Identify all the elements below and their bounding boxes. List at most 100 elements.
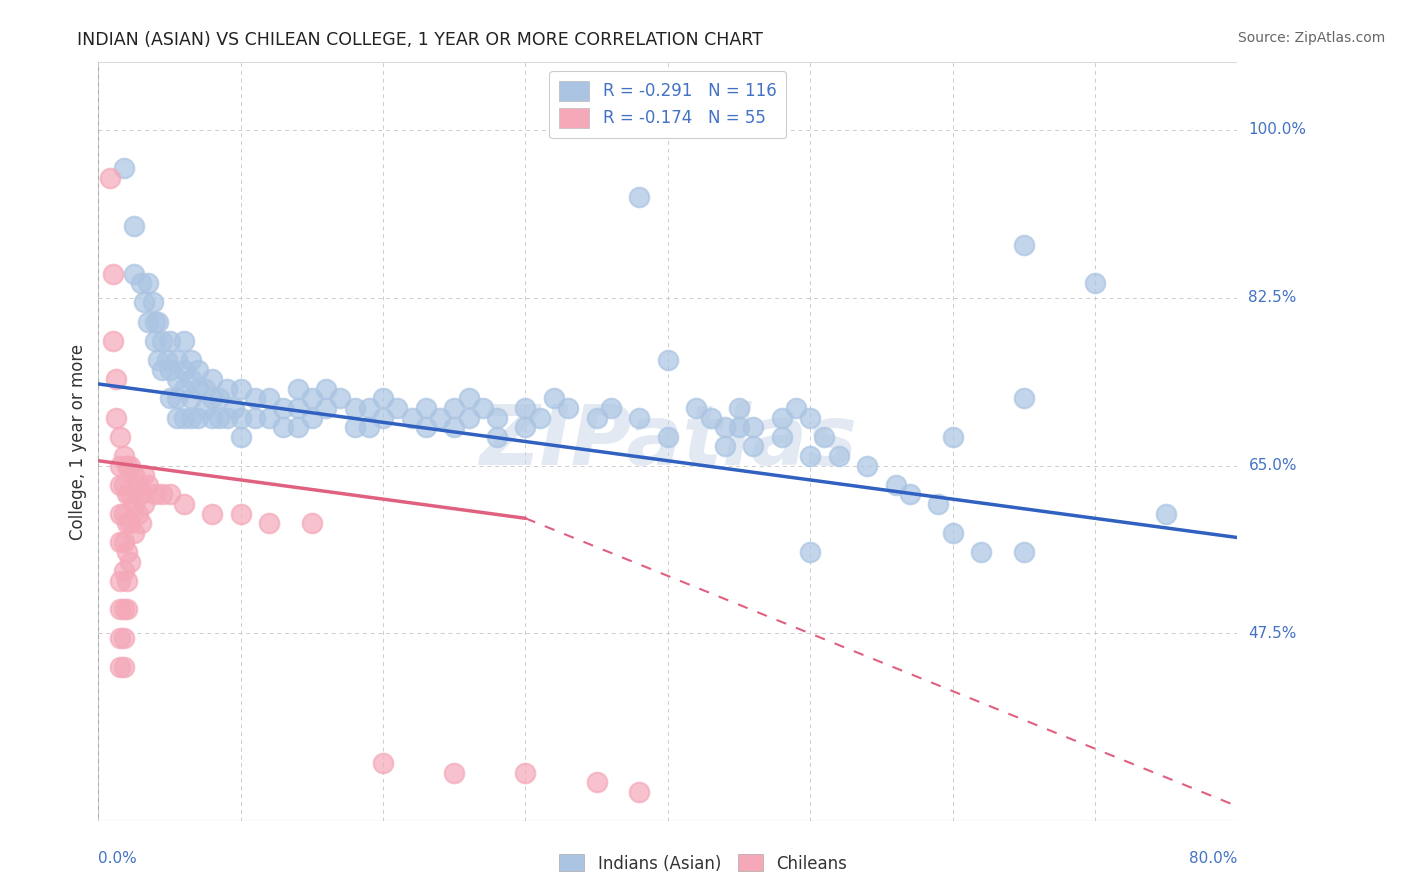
Point	[373, 410, 395, 425]
Point	[343, 420, 366, 434]
Point	[315, 382, 337, 396]
Point	[159, 362, 181, 376]
Point	[1012, 545, 1035, 559]
Point	[714, 439, 737, 453]
Point	[287, 382, 309, 396]
Point	[180, 372, 202, 386]
Point	[401, 410, 423, 425]
Point	[98, 170, 121, 185]
Point	[728, 420, 751, 434]
Point	[145, 487, 167, 501]
Point	[259, 410, 281, 425]
Point	[141, 295, 163, 310]
Legend: Indians (Asian), Chileans: Indians (Asian), Chileans	[553, 847, 853, 880]
Point	[104, 372, 127, 386]
Point	[122, 219, 145, 233]
Point	[770, 410, 793, 425]
Legend: R = -0.291   N = 116, R = -0.174   N = 55: R = -0.291 N = 116, R = -0.174 N = 55	[550, 70, 786, 138]
Point	[122, 468, 145, 483]
Point	[108, 477, 131, 491]
Point	[884, 477, 907, 491]
Point	[136, 477, 159, 491]
Point	[457, 410, 479, 425]
Point	[1012, 392, 1035, 406]
Point	[108, 632, 131, 646]
Point	[657, 430, 679, 444]
Point	[208, 410, 231, 425]
Point	[112, 564, 135, 578]
Point	[585, 775, 607, 789]
Point	[122, 497, 145, 511]
Text: 65.0%: 65.0%	[1249, 458, 1296, 473]
Point	[115, 574, 138, 588]
Point	[714, 420, 737, 434]
Point	[173, 497, 195, 511]
Point	[166, 392, 188, 406]
Point	[127, 477, 149, 491]
Point	[813, 430, 835, 444]
Point	[357, 420, 380, 434]
Point	[728, 401, 751, 415]
Y-axis label: College, 1 year or more: College, 1 year or more	[69, 343, 87, 540]
Point	[229, 507, 252, 521]
Point	[543, 392, 565, 406]
Point	[443, 765, 465, 780]
Point	[515, 765, 537, 780]
Point	[628, 785, 651, 799]
Point	[429, 410, 451, 425]
Text: Source: ZipAtlas.com: Source: ZipAtlas.com	[1237, 31, 1385, 45]
Point	[108, 535, 131, 549]
Point	[828, 449, 851, 463]
Point	[785, 401, 807, 415]
Point	[173, 410, 195, 425]
Point	[898, 487, 921, 501]
Point	[108, 660, 131, 674]
Point	[1084, 276, 1107, 290]
Point	[166, 410, 188, 425]
Point	[229, 430, 252, 444]
Point	[201, 392, 224, 406]
Point	[628, 190, 651, 204]
Point	[118, 516, 141, 530]
Point	[229, 382, 252, 396]
Point	[115, 458, 138, 473]
Point	[115, 516, 138, 530]
Text: 80.0%: 80.0%	[1189, 851, 1237, 866]
Point	[101, 334, 124, 348]
Point	[799, 410, 821, 425]
Point	[387, 401, 409, 415]
Point	[287, 420, 309, 434]
Point	[856, 458, 879, 473]
Point	[129, 487, 152, 501]
Point	[104, 410, 127, 425]
Point	[742, 420, 765, 434]
Point	[187, 382, 209, 396]
Point	[201, 507, 224, 521]
Point	[301, 516, 323, 530]
Point	[201, 410, 224, 425]
Point	[557, 401, 579, 415]
Point	[108, 458, 131, 473]
Point	[273, 420, 295, 434]
Point	[486, 430, 509, 444]
Point	[287, 401, 309, 415]
Point	[112, 632, 135, 646]
Point	[180, 392, 202, 406]
Point	[159, 487, 181, 501]
Point	[127, 507, 149, 521]
Point	[770, 430, 793, 444]
Point	[180, 353, 202, 368]
Point	[529, 410, 551, 425]
Point	[315, 401, 337, 415]
Text: ZIPatlas: ZIPatlas	[479, 401, 856, 482]
Point	[129, 516, 152, 530]
Point	[194, 401, 217, 415]
Point	[443, 420, 465, 434]
Point	[201, 372, 224, 386]
Point	[443, 401, 465, 415]
Point	[457, 392, 479, 406]
Point	[243, 410, 266, 425]
Point	[942, 430, 965, 444]
Point	[112, 602, 135, 616]
Point	[152, 334, 174, 348]
